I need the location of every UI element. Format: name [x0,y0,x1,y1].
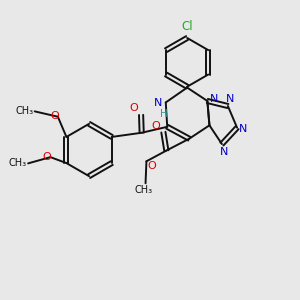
Text: N: N [220,147,228,157]
Text: O: O [129,103,138,113]
Text: N: N [226,94,234,104]
Text: O: O [43,152,51,161]
Text: N: N [154,98,162,108]
Text: N: N [239,124,248,134]
Text: CH₃: CH₃ [8,158,27,168]
Text: N: N [209,94,218,104]
Text: CH₃: CH₃ [135,185,153,195]
Text: O: O [152,121,161,131]
Text: CH₃: CH₃ [15,106,33,116]
Text: O: O [50,111,59,121]
Text: H: H [160,109,168,119]
Text: O: O [147,161,156,171]
Text: Cl: Cl [181,20,193,33]
